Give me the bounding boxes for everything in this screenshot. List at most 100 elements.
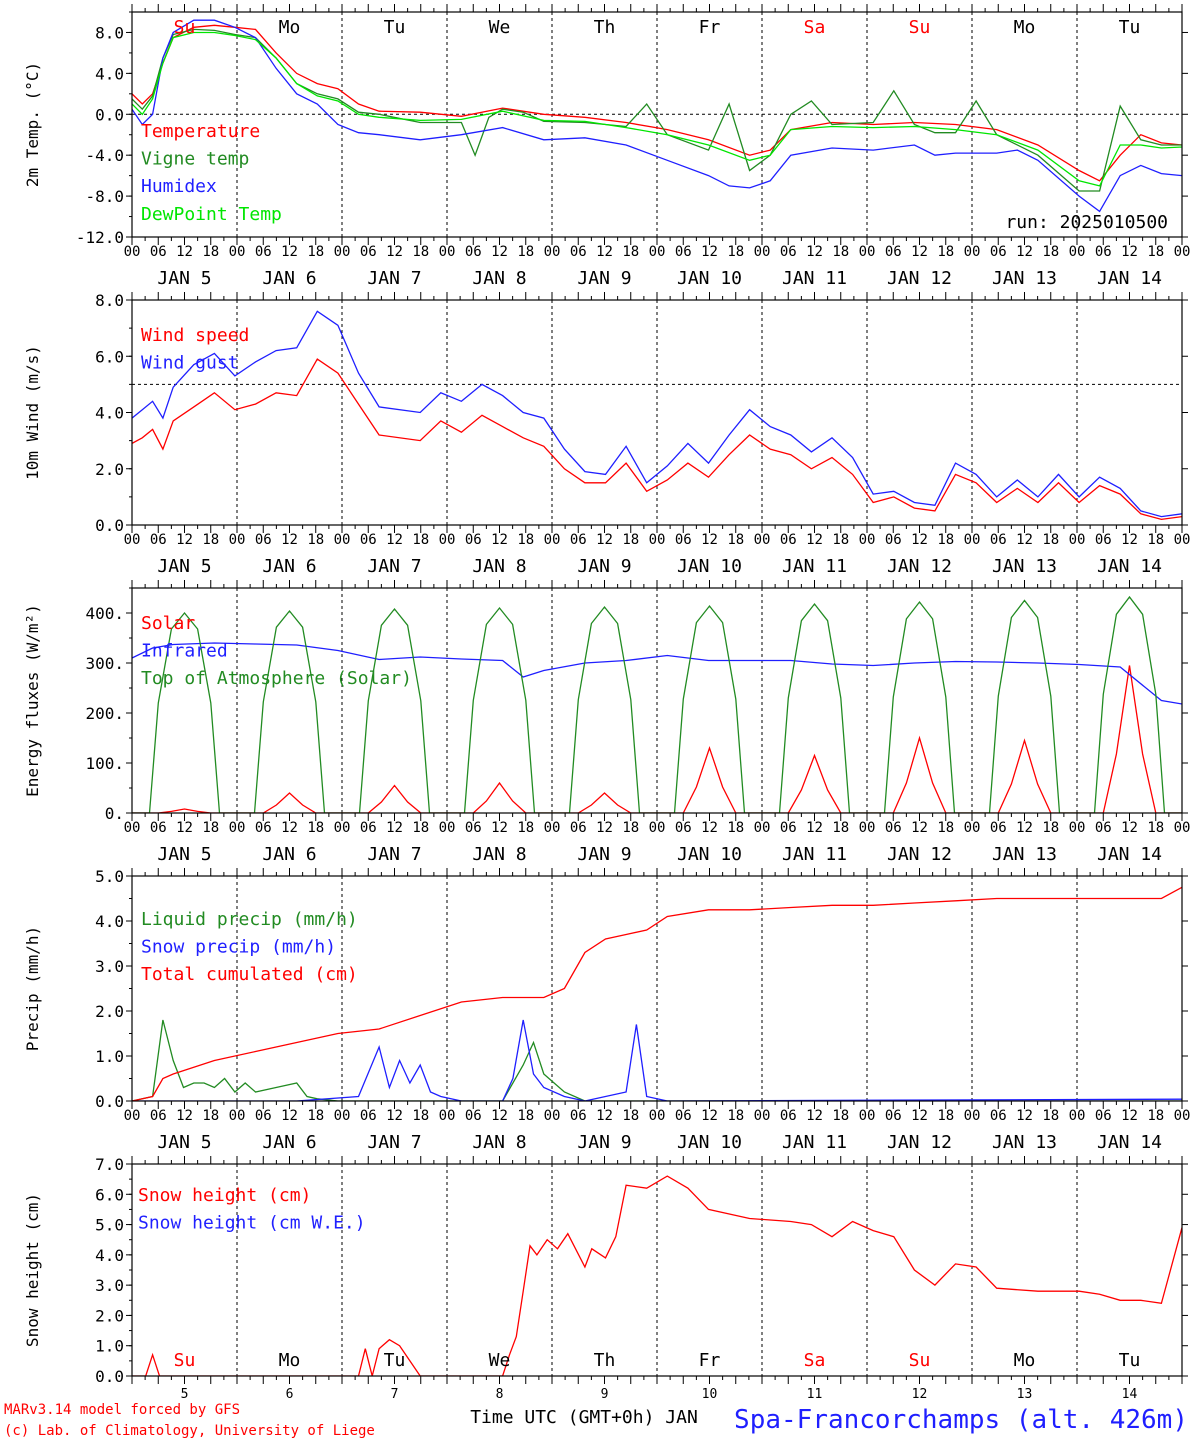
hour-tick-label: 12 xyxy=(806,820,823,836)
y-tick-label: 100. xyxy=(85,754,124,773)
hour-tick-label: 06 xyxy=(885,532,902,548)
hour-tick-label: 12 xyxy=(176,532,193,548)
legend-entry: Liquid precip (mm/h) xyxy=(141,909,358,930)
hour-tick-label: 00 xyxy=(124,244,141,260)
legend-entry: Snow height (cm W.E.) xyxy=(138,1213,366,1234)
hour-tick-label: 00 xyxy=(1174,244,1191,260)
hour-tick-label: 18 xyxy=(832,532,849,548)
hour-tick-label: 00 xyxy=(229,1108,246,1124)
plot-frame xyxy=(131,299,1183,526)
y-tick-label: 8.0 xyxy=(95,291,124,310)
series-line-humidex xyxy=(132,19,1182,213)
hour-tick-label: 00 xyxy=(334,244,351,260)
series-line-snow-height-cm- xyxy=(132,1175,1182,1376)
y-tick-label: 0.0 xyxy=(95,105,124,124)
hour-tick-label: 00 xyxy=(859,532,876,548)
series-line-vigne-temp xyxy=(132,28,1182,192)
hour-tick-label: 12 xyxy=(491,1108,508,1124)
hour-tick-label: 12 xyxy=(911,1108,928,1124)
hour-tick-label: 00 xyxy=(334,1108,351,1124)
series-line-wind-speed xyxy=(132,358,1182,521)
hour-tick-label: 12 xyxy=(701,1108,718,1124)
hour-tick-label: 18 xyxy=(517,532,534,548)
hour-tick-label: 18 xyxy=(727,1108,744,1124)
legend-entry: Wind speed xyxy=(141,325,249,346)
hour-tick-label: 00 xyxy=(964,532,981,548)
bottom-day-number: 8 xyxy=(496,1387,504,1402)
date-label: JAN 8 xyxy=(472,844,526,865)
y-axis-label: 10m Wind (m/s) xyxy=(23,345,42,480)
hour-tick-label: 12 xyxy=(1016,820,1033,836)
hour-tick-label: 18 xyxy=(1042,244,1059,260)
hour-tick-label: 18 xyxy=(1147,532,1164,548)
legend-entry: Snow height (cm) xyxy=(138,1185,311,1206)
hour-tick-label: 12 xyxy=(596,532,613,548)
date-label: JAN 6 xyxy=(262,844,316,865)
series-line-infrared xyxy=(132,642,1182,705)
hour-tick-label: 18 xyxy=(937,244,954,260)
y-tick-label: 400. xyxy=(85,604,124,623)
hour-tick-label: 12 xyxy=(596,820,613,836)
hour-tick-label: 18 xyxy=(412,244,429,260)
date-label: JAN 5 xyxy=(157,268,211,289)
hour-tick-label: 00 xyxy=(439,1108,456,1124)
legend-entry: Top of Atmosphere (Solar) xyxy=(141,668,412,689)
hour-tick-label: 18 xyxy=(727,820,744,836)
date-label: JAN 13 xyxy=(992,1132,1057,1153)
hour-tick-label: 18 xyxy=(832,244,849,260)
date-label: JAN 11 xyxy=(782,1132,847,1153)
hour-tick-label: 00 xyxy=(859,820,876,836)
y-tick-label: 0.0 xyxy=(95,1092,124,1111)
date-label: JAN 10 xyxy=(677,844,742,865)
footer-credit: (c) Lab. of Climatology, University of L… xyxy=(4,1423,375,1439)
hour-tick-label: 18 xyxy=(622,244,639,260)
hour-tick-label: 00 xyxy=(124,1108,141,1124)
panel-2: 400. 300. 200. 100. 0. Energy fluxes (W/m²) 00… xyxy=(23,580,1190,865)
hour-tick-label: 06 xyxy=(150,532,167,548)
legend-entry: Vigne temp xyxy=(141,149,249,170)
weekday-label-bottom: Su xyxy=(909,1350,931,1371)
hour-tick-label: 12 xyxy=(176,1108,193,1124)
y-tick-label: 5.0 xyxy=(95,867,124,886)
bottom-day-number: 13 xyxy=(1017,1387,1033,1402)
legend-entry: Infrared xyxy=(141,641,228,662)
hour-tick-label: 06 xyxy=(990,244,1007,260)
date-label: JAN 11 xyxy=(782,556,847,577)
hour-tick-label: 00 xyxy=(964,1108,981,1124)
hour-tick-label: 18 xyxy=(1147,244,1164,260)
footer-model: MARv3.14 model forced by GFS xyxy=(4,1402,240,1418)
legend-entry: Solar xyxy=(141,613,195,634)
date-label: JAN 10 xyxy=(677,556,742,577)
hour-tick-label: 06 xyxy=(570,244,587,260)
weekday-label-top: Mo xyxy=(1014,17,1036,38)
hour-tick-label: 06 xyxy=(150,244,167,260)
hour-tick-label: 00 xyxy=(544,820,561,836)
y-tick-label: 6.0 xyxy=(95,347,124,366)
weekday-label-top: Tu xyxy=(1119,17,1141,38)
hour-tick-label: 06 xyxy=(675,532,692,548)
date-label: JAN 12 xyxy=(887,1132,952,1153)
hour-tick-label: 18 xyxy=(1042,820,1059,836)
date-label: JAN 7 xyxy=(367,556,421,577)
y-tick-label: 4.0 xyxy=(95,912,124,931)
y-tick-label: 0.0 xyxy=(95,1367,124,1386)
hour-tick-label: 00 xyxy=(1069,820,1086,836)
hour-tick-label: 00 xyxy=(754,820,771,836)
y-tick-label: 1.0 xyxy=(95,1337,124,1356)
hour-tick-label: 00 xyxy=(649,1108,666,1124)
hour-tick-label: 00 xyxy=(124,820,141,836)
station-title: Spa-Francorchamps (alt. 426m) xyxy=(734,1405,1188,1435)
run-label: run: 2025010500 xyxy=(1005,212,1168,233)
date-label: JAN 11 xyxy=(782,844,847,865)
hour-tick-label: 18 xyxy=(307,244,324,260)
hour-tick-label: 06 xyxy=(1095,244,1112,260)
hour-tick-label: 12 xyxy=(806,1108,823,1124)
date-label: JAN 10 xyxy=(677,268,742,289)
hour-tick-label: 18 xyxy=(307,820,324,836)
y-tick-label: -8.0 xyxy=(85,187,124,206)
hour-tick-label: 18 xyxy=(832,820,849,836)
date-label: JAN 5 xyxy=(157,844,211,865)
date-label: JAN 13 xyxy=(992,844,1057,865)
hour-tick-label: 18 xyxy=(517,244,534,260)
hour-tick-label: 00 xyxy=(1069,1108,1086,1124)
